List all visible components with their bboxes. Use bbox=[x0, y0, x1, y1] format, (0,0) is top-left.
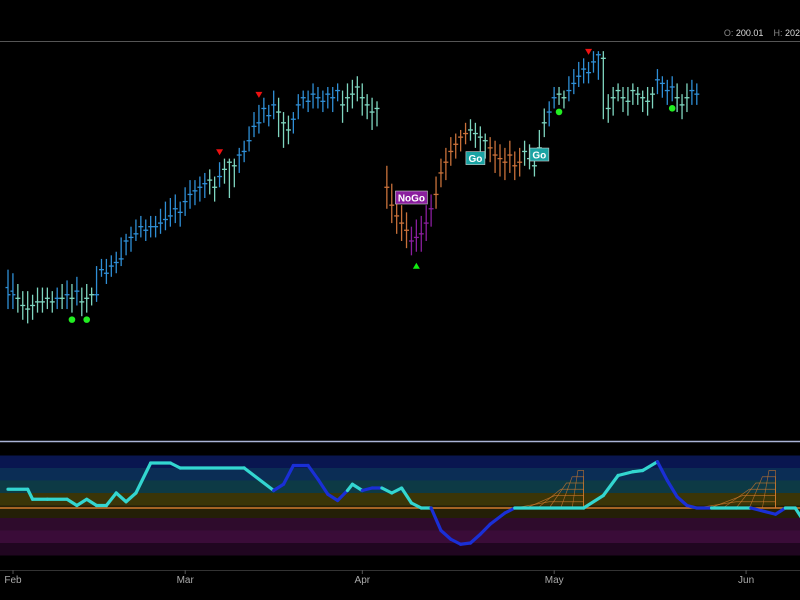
oscillator-line-segment bbox=[631, 468, 645, 474]
oscillator-line-segment bbox=[665, 478, 679, 499]
high-label: H: bbox=[773, 28, 783, 38]
oscillator-line-segment bbox=[380, 486, 394, 495]
oscillator-band bbox=[0, 543, 800, 556]
oscillator-line-segment bbox=[400, 486, 414, 505]
oscillator-line-segment bbox=[641, 460, 660, 473]
signal-label: Go bbox=[532, 151, 546, 162]
down-triangle-marker bbox=[255, 91, 263, 98]
x-tick-label: Jun bbox=[738, 575, 754, 586]
x-tick-label: May bbox=[545, 575, 564, 586]
oscillator-line-segment bbox=[316, 477, 330, 496]
price-pane: NoGo Go Go bbox=[5, 48, 700, 324]
oscillator-line-segment bbox=[114, 491, 128, 504]
open-label: O: bbox=[723, 28, 734, 38]
oscillator-line-segment bbox=[104, 491, 118, 508]
x-tick-label: Mar bbox=[177, 575, 195, 586]
x-tick-label: Feb bbox=[4, 575, 22, 586]
oscillator-line-segment bbox=[773, 506, 787, 516]
oscillator-line-segment bbox=[281, 463, 295, 486]
oscillator-line-segment bbox=[360, 486, 374, 493]
oscillator-line-segment bbox=[488, 511, 507, 526]
signal-label: NoGo bbox=[398, 194, 425, 205]
oscillator-line-segment bbox=[478, 522, 492, 536]
signal-label: Go bbox=[468, 154, 482, 165]
oscillator-line-segment bbox=[459, 541, 473, 546]
oscillator-line-segment bbox=[75, 497, 89, 508]
oscillator-line-segment bbox=[582, 493, 605, 510]
go-dot-marker bbox=[83, 316, 91, 323]
oscillator-line-segment bbox=[601, 473, 620, 498]
oscillator-line-segment bbox=[503, 506, 517, 515]
oscillator-line-segment bbox=[272, 482, 286, 493]
oscillator-line-segment bbox=[449, 537, 463, 546]
oscillator-line-segment bbox=[306, 463, 320, 481]
ohlc-readout: O: 200.01 H: 202 bbox=[724, 28, 800, 38]
signal-label-box bbox=[395, 190, 428, 205]
oscillator-band bbox=[0, 468, 800, 481]
oscillator-line-segment bbox=[85, 497, 99, 508]
signal-label-box bbox=[529, 147, 550, 162]
oscillator-band bbox=[0, 455, 800, 468]
oscillator-line-segment bbox=[468, 532, 482, 545]
signal-label-box bbox=[465, 151, 486, 165]
oscillator-line-segment bbox=[124, 491, 138, 504]
oscillator-band bbox=[0, 530, 800, 543]
oscillator-band bbox=[0, 480, 800, 493]
oscillator-line-segment bbox=[675, 495, 689, 508]
oscillator-line-segment bbox=[793, 506, 800, 519]
oscillator-line-segment bbox=[65, 497, 79, 508]
oscillator-line-segment bbox=[26, 487, 35, 501]
oscillator-line-segment bbox=[616, 470, 635, 478]
oscillator-line-segment bbox=[134, 461, 153, 495]
oscillator-line-segment bbox=[749, 506, 763, 513]
x-axis: Feb Mar Apr May Jun bbox=[4, 570, 754, 586]
momentum-fan-line bbox=[762, 470, 776, 509]
oscillator-line-segment bbox=[759, 508, 778, 516]
oscillator-line-segment bbox=[336, 488, 350, 503]
open-value: 200.01 bbox=[735, 28, 764, 38]
x-tick-label: Apr bbox=[355, 575, 371, 586]
oscillator-line-segment bbox=[350, 482, 364, 493]
oscillator-line-segment bbox=[429, 506, 443, 533]
go-dot-marker bbox=[555, 108, 563, 116]
down-triangle-marker bbox=[216, 149, 224, 156]
high-value: 202 bbox=[784, 28, 800, 38]
oscillator-line-segment bbox=[168, 461, 182, 470]
oscillator-pane bbox=[0, 455, 800, 556]
go-dot-marker bbox=[668, 105, 676, 112]
oscillator-band bbox=[0, 518, 800, 531]
oscillator-line-segment bbox=[685, 503, 699, 510]
oscillator-line-segment bbox=[390, 486, 404, 495]
oscillator-line-segment bbox=[326, 492, 340, 503]
oscillator-line-segment bbox=[409, 501, 423, 510]
up-triangle-marker bbox=[412, 262, 420, 269]
oscillator-line-segment bbox=[439, 528, 453, 541]
down-triangle-marker bbox=[585, 48, 593, 55]
oscillator-line-segment bbox=[242, 466, 276, 493]
go-dot-marker bbox=[68, 316, 76, 323]
momentum-fan-line bbox=[571, 470, 584, 509]
oscillator-line-segment bbox=[655, 460, 669, 483]
